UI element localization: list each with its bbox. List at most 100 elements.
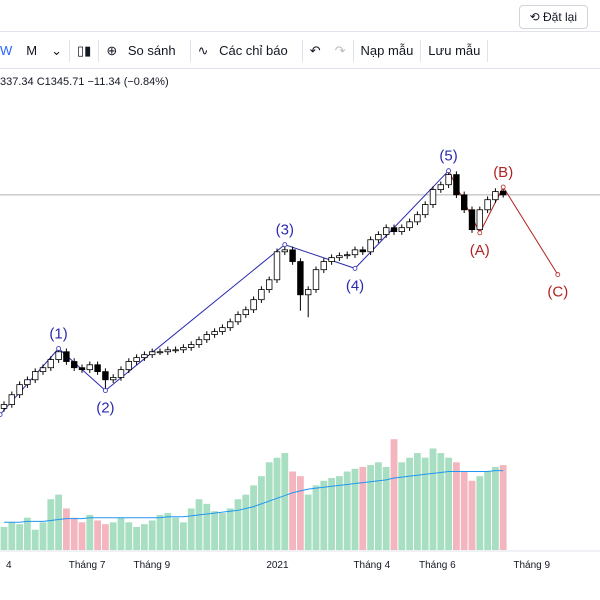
candle-body	[86, 364, 93, 371]
candle-body	[195, 339, 203, 345]
candle-body	[16, 384, 23, 396]
volume-bar	[156, 514, 164, 550]
volume-bar	[359, 466, 367, 550]
wave-point	[103, 388, 108, 393]
separator	[352, 39, 354, 62]
volume-bar	[351, 468, 359, 550]
volume-bar	[453, 462, 460, 550]
x-tick-label: 4	[6, 560, 12, 571]
volume-bar	[203, 503, 211, 550]
candle-body	[133, 357, 140, 362]
volume-bar	[484, 471, 491, 550]
candle-body	[63, 351, 70, 362]
candle-body	[304, 289, 312, 296]
candle-body	[250, 299, 257, 311]
volume-bar	[242, 494, 250, 550]
volume-bar	[55, 494, 62, 550]
candle-body	[351, 249, 359, 256]
top-bar: ⟲ Đặt lại	[0, 0, 600, 32]
chart-type-icon[interactable]: ▯▮	[77, 42, 92, 58]
separator	[420, 39, 422, 62]
undo-button[interactable]: ↶	[309, 42, 321, 58]
legend-low: 337.34	[0, 76, 34, 88]
candle-body	[453, 174, 460, 196]
wave-point	[500, 184, 506, 190]
wave-point	[0, 412, 3, 418]
ohlc-legend: 337.34 C1345.71 −11.34 (−0.84%)	[0, 76, 169, 88]
candle-body	[47, 359, 54, 369]
candle-body	[78, 367, 86, 371]
volume-bar	[460, 471, 468, 550]
volume-bar	[102, 524, 109, 550]
volume-bar	[78, 522, 86, 550]
volume-bar	[336, 476, 343, 550]
volume-bar	[16, 524, 23, 550]
compare-button[interactable]: ⊕ So sánh	[99, 43, 189, 59]
volume-bar	[437, 453, 445, 550]
x-tick-label: Tháng 7	[69, 560, 106, 571]
redo-button[interactable]: ↷	[334, 42, 346, 58]
candle-body	[219, 327, 226, 332]
volume-bar	[219, 513, 226, 550]
volume-bar	[297, 476, 304, 550]
separator	[189, 39, 191, 62]
volume-bar	[492, 466, 499, 550]
candle-body	[398, 227, 405, 233]
wave-label: (4)	[346, 277, 364, 294]
separator	[487, 39, 489, 62]
interval-m[interactable]: M	[26, 43, 38, 58]
candle-body	[242, 309, 249, 316]
volume-bar	[258, 476, 265, 550]
wave-label: (3)	[276, 222, 294, 239]
interval-w[interactable]: W	[0, 43, 13, 58]
candle-body	[414, 214, 421, 223]
candle-body	[172, 349, 179, 352]
volume-bar	[226, 508, 234, 550]
x-tick-label: Tháng 4	[353, 560, 390, 571]
volume-bar	[445, 457, 452, 550]
candle-body	[273, 251, 281, 281]
volume-bar	[265, 462, 273, 550]
separator	[69, 39, 71, 62]
volume-bar	[476, 476, 484, 550]
volume-bar	[390, 439, 398, 550]
volume-bar	[39, 522, 47, 550]
save-template[interactable]: Lưu mẫu	[428, 43, 481, 58]
candle-body	[281, 249, 288, 253]
candle-body	[32, 371, 39, 381]
volume-bar	[172, 517, 179, 550]
volume-bar	[343, 471, 351, 550]
reset-button[interactable]: ⟲ Đặt lại	[518, 5, 588, 29]
x-tick-label: 2021	[266, 560, 289, 571]
candle-body	[421, 204, 429, 216]
volume-bar	[234, 499, 242, 550]
candle-body	[460, 194, 468, 211]
volume-bar	[141, 524, 148, 550]
candle-body	[187, 344, 195, 348]
volume-bar	[289, 471, 296, 550]
volume-bar	[429, 448, 437, 550]
legend-change: −11.34 (−0.84%)	[87, 76, 169, 88]
interval-dropdown[interactable]: ⌄	[51, 42, 63, 58]
load-template[interactable]: Nạp mẫu	[360, 43, 414, 58]
volume-bar	[414, 453, 421, 550]
volume-bar	[499, 465, 507, 550]
volume-bar	[304, 494, 312, 550]
volume-bar	[109, 522, 117, 550]
candle-body	[0, 404, 8, 409]
volume-bar	[8, 522, 16, 550]
wave-label: (A)	[470, 242, 490, 259]
volume-bar	[320, 480, 328, 550]
candle-body	[367, 239, 374, 253]
candle-body	[429, 189, 437, 205]
volume-bar	[195, 499, 203, 550]
volume-bar	[406, 457, 413, 550]
candle-body	[492, 191, 499, 201]
wave-line	[0, 170, 449, 415]
candle-body	[226, 321, 234, 329]
volume-bar	[468, 480, 476, 550]
indicators-button[interactable]: ∿ Các chỉ báo	[191, 43, 302, 59]
volume-bar	[31, 529, 39, 550]
wave-label: (C)	[547, 284, 568, 301]
candle-body	[437, 184, 444, 190]
